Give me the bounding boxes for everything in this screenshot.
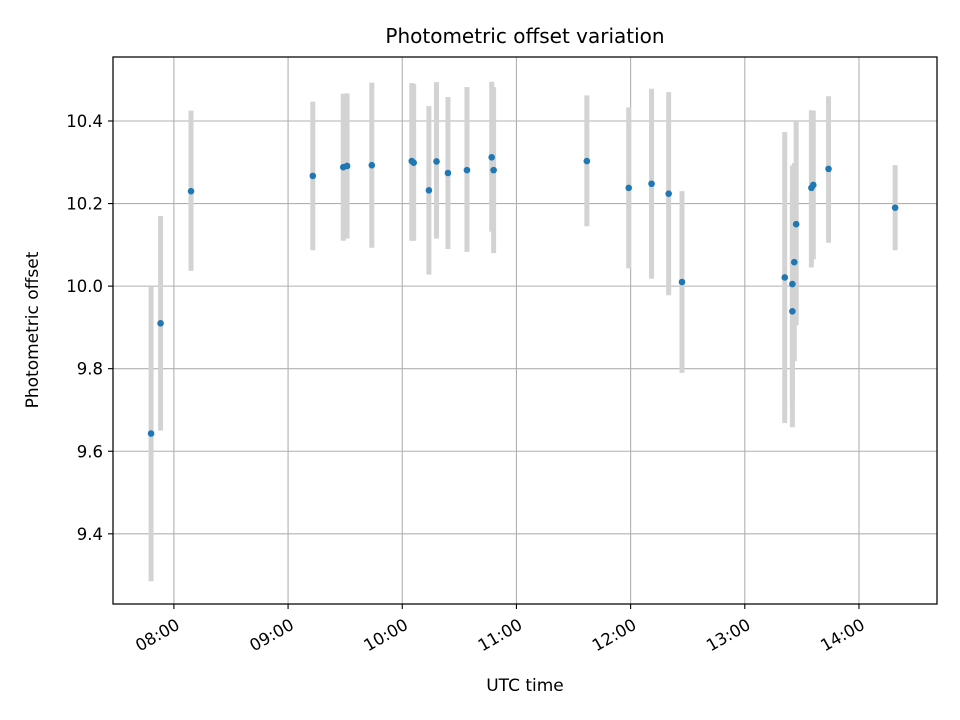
y-axis-ticks: 9.4 9.6 9.8 10.0 10.2 10.4: [66, 112, 113, 544]
data-point: [781, 274, 789, 281]
data-point: [444, 169, 452, 177]
y-tick-label: 9.8: [77, 360, 103, 379]
data-point: [792, 220, 800, 228]
data-point: [368, 161, 376, 169]
data-point: [410, 159, 417, 166]
data-point: [789, 280, 796, 288]
y-tick-label: 9.6: [77, 442, 103, 461]
y-tick-label: 10.2: [66, 195, 103, 214]
y-axis-label: Photometric offset: [23, 251, 43, 408]
data-point: [583, 157, 591, 165]
plot-frame: [112, 56, 938, 605]
data-point: [309, 172, 317, 180]
data-point: [147, 430, 155, 437]
data-point: [678, 278, 686, 286]
data-point: [789, 308, 796, 315]
data-point: [648, 180, 655, 188]
data-point: [187, 187, 195, 195]
grid-lines: [113, 57, 937, 604]
x-axis-label: UTC time: [486, 676, 564, 696]
chart-title: Photometric offset variation: [385, 24, 664, 48]
data-point: [425, 187, 433, 194]
data-points: [147, 154, 899, 437]
data-point: [343, 162, 351, 170]
y-tick-label: 10.0: [66, 277, 103, 296]
data-point: [625, 184, 633, 192]
data-point: [665, 190, 672, 197]
data-point: [433, 158, 440, 165]
data-point: [891, 204, 899, 211]
data-point: [790, 258, 798, 266]
y-tick-label: 9.4: [77, 525, 103, 544]
data-point: [488, 154, 495, 161]
data-point: [825, 165, 832, 173]
y-tick-label: 10.4: [66, 112, 103, 131]
data-point: [490, 166, 497, 174]
data-point: [810, 181, 817, 189]
data-point: [157, 319, 164, 327]
data-point: [463, 166, 471, 174]
